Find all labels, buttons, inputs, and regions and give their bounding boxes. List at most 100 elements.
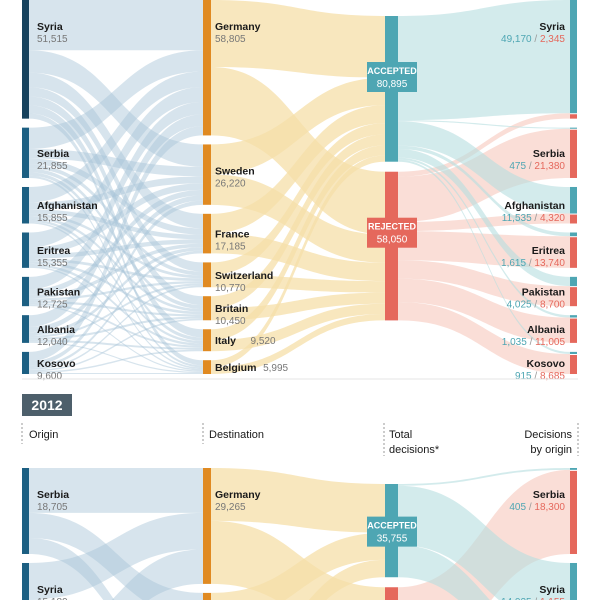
flow-destination-accepted <box>211 145 385 341</box>
outcome-rejected-bar <box>570 237 577 268</box>
origin-value: 15,180 <box>37 597 68 600</box>
flows-panel-0 <box>29 0 570 374</box>
outcome-accepted-bar <box>570 351 577 354</box>
outcome-values: 915 / 8,685 <box>515 371 565 382</box>
flow-origin-destination <box>29 50 203 167</box>
flow-destination-accepted <box>211 155 385 368</box>
origin-bar <box>22 468 29 554</box>
outcome-rejected-bar <box>570 214 577 224</box>
origin-value: 12,040 <box>37 337 68 348</box>
flow-destination-rejected <box>211 67 385 235</box>
outcome-separator: / <box>526 161 534 172</box>
outcome-origin-label: Serbia <box>533 489 565 501</box>
outcome-accepted-bar <box>570 315 577 318</box>
outcome-values: 475 / 21,380 <box>509 161 565 172</box>
year-badge-label: 2012 <box>31 397 62 413</box>
accepted-badge <box>367 62 417 92</box>
destination-label: Italy <box>215 335 236 347</box>
origin-value: 18,705 <box>37 502 68 513</box>
flow-destination-accepted <box>308 559 385 600</box>
flow-origin-destination <box>29 300 203 317</box>
outcome-accepted-bar <box>570 232 577 237</box>
flow-origin-destination <box>29 302 203 348</box>
flow-origin-destination <box>29 87 203 272</box>
flow-origin-destination <box>29 176 203 210</box>
flow-accepted-origin <box>398 120 570 129</box>
origin-label: Kosovo <box>37 358 76 370</box>
flow-accepted-origin <box>398 157 570 318</box>
flow-origin-destination <box>29 168 203 309</box>
destination-value: 58,805 <box>215 34 246 45</box>
outcome-separator: / <box>532 597 540 600</box>
outcome-separator: / <box>532 371 540 382</box>
flow-destination-accepted <box>211 105 385 234</box>
outcome-rejected-value: 1,155 <box>540 597 565 600</box>
rejected-bar <box>385 587 398 600</box>
flow-origin-destination <box>29 243 203 299</box>
rejected-badge <box>367 217 417 248</box>
rejected-label: REJECTED <box>368 222 417 232</box>
flow-origin-destination <box>29 216 203 312</box>
outcome-rejected-value: 11,005 <box>535 337 565 348</box>
origin-bar <box>22 276 29 307</box>
outcome-rejected-bar <box>570 354 577 374</box>
origin-bar <box>22 315 29 343</box>
outcome-accepted-bar <box>570 186 577 214</box>
origin-label: Syria <box>37 584 63 596</box>
flow-origin-destination <box>29 239 203 259</box>
flow-origin-destination <box>29 221 203 370</box>
origin-bar <box>22 562 29 600</box>
origin-bar <box>22 351 29 374</box>
destination-label: Germany <box>215 489 261 501</box>
outcome-origin-label: Syria <box>539 21 565 33</box>
flow-origin-destination <box>29 349 203 374</box>
flow-origin-destination <box>29 209 203 240</box>
destination-bar <box>203 329 211 352</box>
outcome-accepted-bar <box>570 127 577 129</box>
flow-rejected-origin <box>398 231 570 268</box>
outcome-separator: / <box>532 34 540 45</box>
flow-origin-destination <box>29 183 203 255</box>
flow-origin-destination <box>29 219 203 344</box>
outcome-rejected-value: 4,320 <box>540 213 565 224</box>
flow-origin-destination <box>29 158 203 235</box>
outcome-accepted-bar <box>570 276 577 287</box>
flow-destination-accepted <box>211 123 385 275</box>
flow-rejected-origin <box>398 260 570 307</box>
flow-accepted-origin <box>398 149 570 287</box>
origin-value: 15,855 <box>37 213 68 224</box>
destination-bar <box>203 0 211 136</box>
destination-label: Switzerland <box>215 270 273 282</box>
flow-rejected-origin <box>398 301 570 374</box>
outcome-accepted-value: 11,535 <box>502 213 532 224</box>
bars-panel-0: 49,170 / 2,345 475 / 21,380 11,535 / 4,320… <box>22 0 577 382</box>
destination-value: 17,185 <box>215 242 246 253</box>
flow-accepted-origin <box>398 145 570 237</box>
outcome-values: 4,025 / 8,700 <box>507 300 566 311</box>
outcome-rejected-value: 13,740 <box>534 258 565 269</box>
flow-destination-accepted <box>211 532 385 600</box>
outcome-origin-label: Serbia <box>533 148 565 160</box>
flow-origin-destination <box>29 96 203 306</box>
outcome-values: 11,535 / 4,320 <box>502 213 566 224</box>
flow-origin-destination <box>29 318 203 372</box>
origin-label: Syria <box>37 21 63 33</box>
flow-destination-rejected <box>211 313 385 374</box>
flow-origin-destination <box>29 164 203 276</box>
origin-bar <box>22 186 29 224</box>
destination-bar <box>203 144 211 205</box>
flow-origin-destination <box>29 172 203 341</box>
outcome-rejected-value: 2,345 <box>540 34 565 45</box>
accepted-label: ACCEPTED <box>367 66 417 76</box>
outcome-accepted-bar <box>570 468 577 470</box>
flow-origin-destination <box>29 213 203 279</box>
origin-bar <box>22 232 29 268</box>
outcome-separator: / <box>526 258 534 269</box>
accepted-badge <box>367 516 417 547</box>
flow-origin-destination <box>29 195 203 333</box>
outcome-origin-label: Syria <box>539 584 565 596</box>
flow-accepted-origin <box>398 159 570 354</box>
outcome-rejected-value: 8,685 <box>540 371 565 382</box>
flow-origin-destination <box>29 114 203 327</box>
